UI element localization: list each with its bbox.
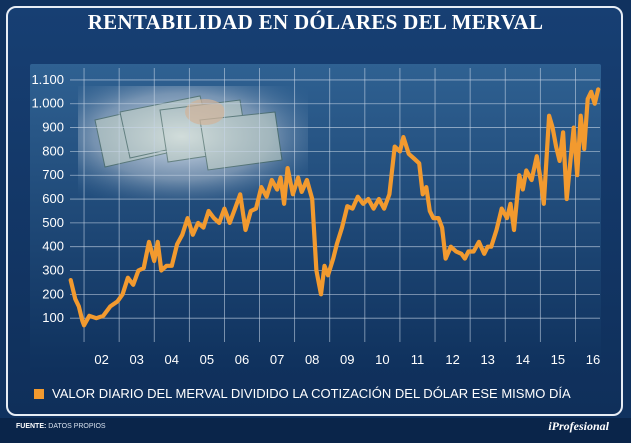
x-tick-label: 08 <box>305 352 319 367</box>
x-tick-label: 04 <box>165 352 179 367</box>
y-tick-label: 200 <box>42 286 64 301</box>
footer-bar <box>0 418 631 443</box>
y-tick-label: 1.100 <box>31 72 64 87</box>
y-tick-label: 400 <box>42 239 64 254</box>
x-tick-label: 10 <box>375 352 389 367</box>
y-axis-ticks: 100 200 300 400 500 600 700 800 900 1.000 1.100 <box>31 72 64 325</box>
x-tick-label: 15 <box>551 352 565 367</box>
series-line <box>68 87 601 328</box>
x-tick-label: 03 <box>129 352 143 367</box>
x-tick-label: 09 <box>340 352 354 367</box>
legend-label: VALOR DIARIO DEL MERVAL DIVIDIDO LA COTI… <box>52 386 571 401</box>
y-tick-label: 100 <box>42 310 64 325</box>
x-tick-label: 14 <box>516 352 530 367</box>
legend-swatch <box>34 389 44 399</box>
x-axis-ticks: 02 03 04 05 06 07 08 09 10 11 12 13 14 15 16 <box>94 352 600 367</box>
x-tick-label: 07 <box>270 352 284 367</box>
chart-title: RENTABILIDAD EN DÓLARES DEL MERVAL <box>87 10 544 34</box>
y-tick-label: 900 <box>42 120 64 135</box>
x-tick-label: 06 <box>235 352 249 367</box>
x-tick-label: 11 <box>411 352 425 367</box>
source-text: DATOS PROPIOS <box>48 423 106 430</box>
y-tick-label: 500 <box>42 215 64 230</box>
legend: VALOR DIARIO DEL MERVAL DIVIDIDO LA COTI… <box>34 386 571 401</box>
x-tick-label: 16 <box>586 352 600 367</box>
brand-logo: iProfesional <box>548 419 609 433</box>
y-tick-label: 700 <box>42 167 64 182</box>
y-tick-label: 300 <box>42 263 64 278</box>
source-label: FUENTE: <box>16 423 47 430</box>
source-note: FUENTE: DATOS PROPIOS <box>16 423 106 430</box>
x-tick-label: 05 <box>200 352 214 367</box>
x-tick-label: 13 <box>480 352 494 367</box>
y-tick-label: 800 <box>42 143 64 158</box>
x-tick-label: 12 <box>445 352 459 367</box>
y-tick-label: 600 <box>42 191 64 206</box>
x-tick-label: 02 <box>94 352 108 367</box>
y-tick-label: 1.000 <box>31 96 64 111</box>
merval-usd-line <box>68 87 601 328</box>
grid <box>70 68 600 342</box>
